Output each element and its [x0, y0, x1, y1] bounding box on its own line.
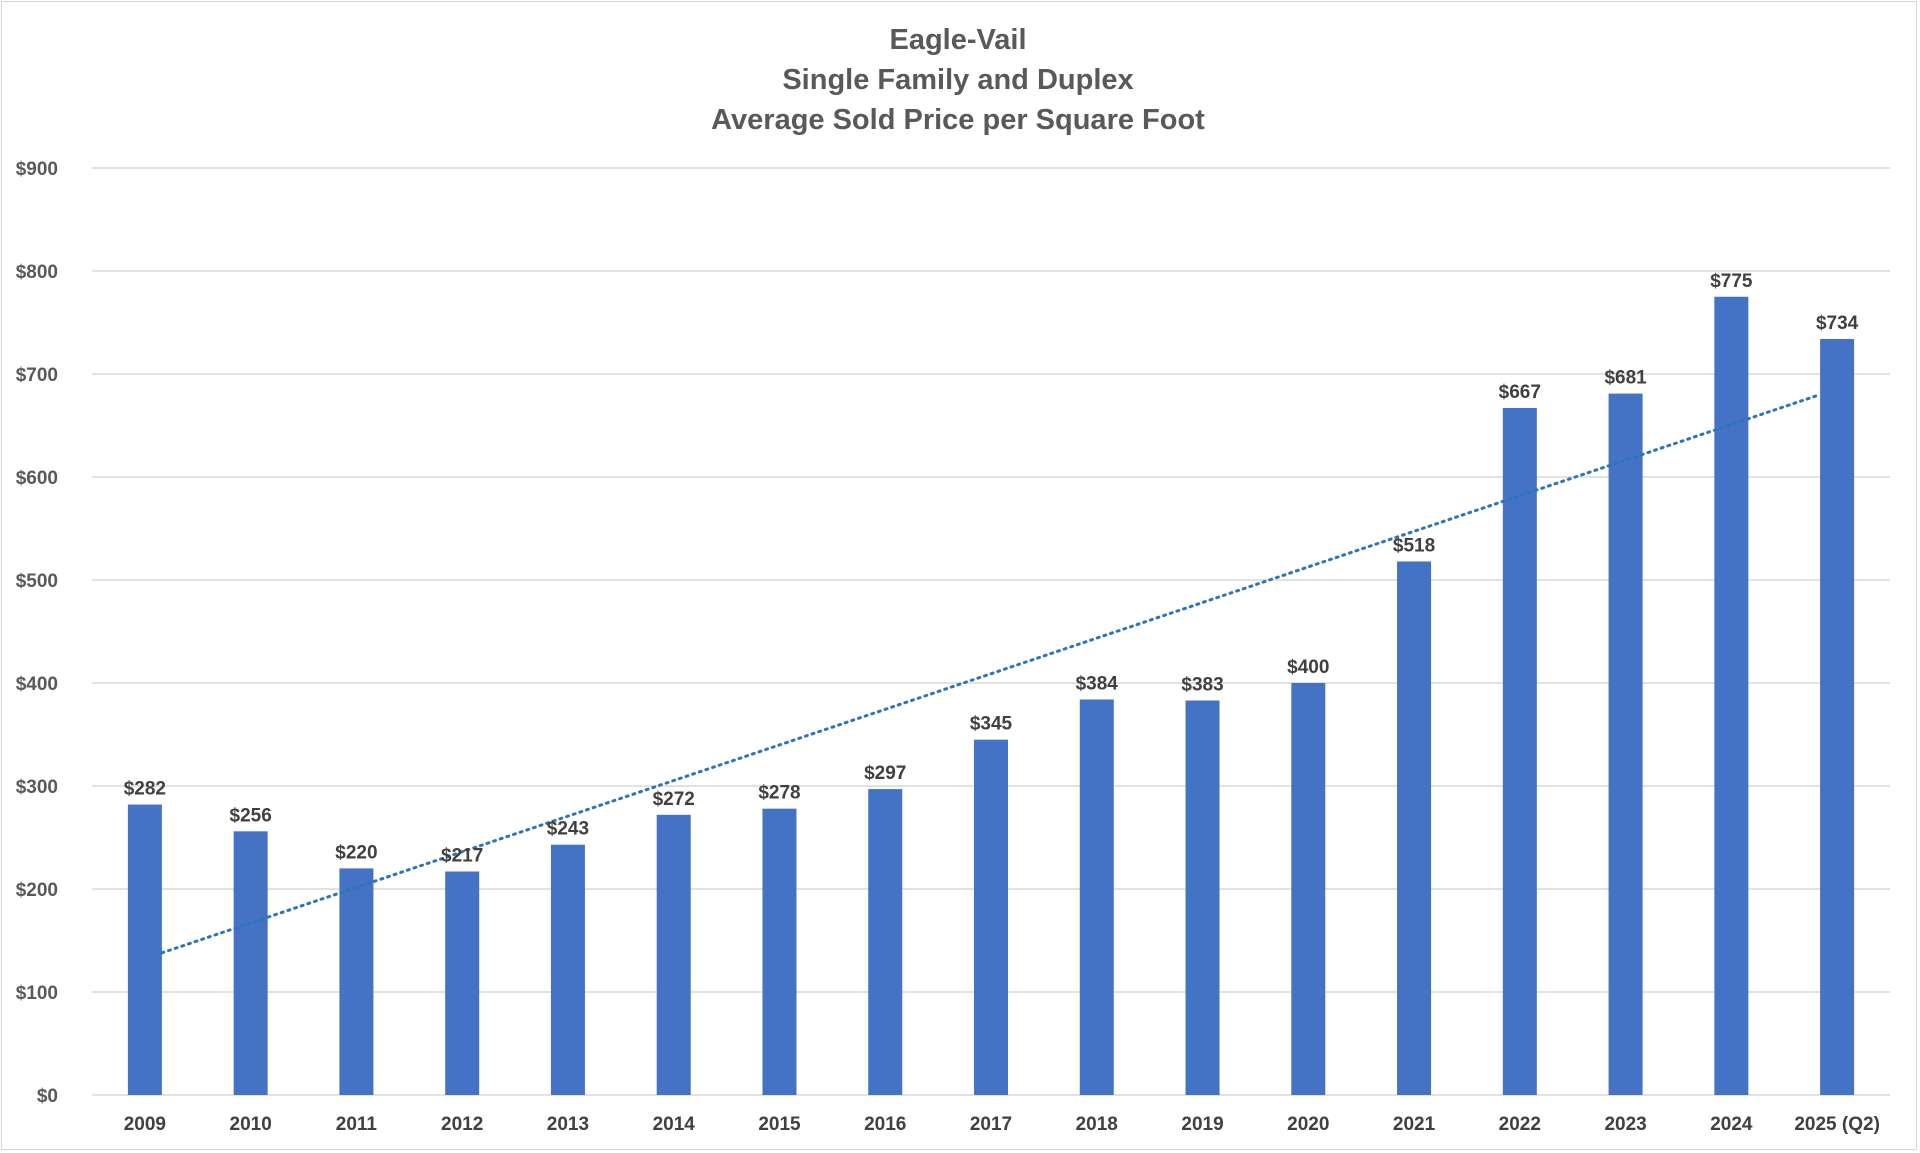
x-tick-label: 2012: [441, 1114, 483, 1135]
x-tick-label: 2015: [758, 1114, 801, 1135]
y-tick-label: $900: [16, 159, 58, 180]
x-tick-label: 2025 (Q2): [1794, 1114, 1880, 1135]
x-tick-label: 2023: [1604, 1114, 1646, 1135]
bar: [1079, 699, 1114, 1095]
bar: [868, 789, 903, 1095]
bars: [127, 296, 1855, 1096]
bar: [1397, 561, 1432, 1095]
x-tick-label: 2013: [547, 1114, 589, 1135]
x-tick-label: 2020: [1287, 1114, 1329, 1135]
data-label: $775: [1710, 271, 1753, 292]
bar: [1185, 700, 1220, 1095]
data-label: $345: [970, 714, 1013, 735]
trendline-layer: [160, 393, 1822, 955]
x-tick-label: 2022: [1499, 1114, 1541, 1135]
bar: [339, 868, 374, 1095]
chart-subtitle-1: Single Family and Duplex: [782, 64, 1134, 96]
bar: [656, 814, 691, 1095]
x-tick-label: 2017: [970, 1114, 1012, 1135]
bar: [550, 844, 585, 1095]
data-label: $384: [1076, 673, 1119, 694]
data-label: $278: [758, 783, 800, 804]
bar: [1820, 338, 1855, 1096]
x-tick-label: 2018: [1076, 1114, 1118, 1135]
data-label: $220: [335, 842, 377, 863]
y-tick-label: $500: [16, 571, 58, 592]
bar: [127, 804, 162, 1095]
x-tick-label: 2010: [230, 1114, 272, 1135]
y-tick-label: $0: [37, 1086, 58, 1107]
x-tick-label: 2009: [124, 1114, 166, 1135]
data-label: $681: [1604, 368, 1647, 389]
x-tick-label: 2016: [864, 1114, 906, 1135]
bar: [1291, 683, 1326, 1095]
data-label: $282: [124, 779, 166, 800]
y-tick-label: $600: [16, 468, 58, 489]
bar: [1608, 393, 1643, 1095]
x-tick-label: 2011: [336, 1114, 378, 1135]
x-tick-label: 2014: [653, 1114, 696, 1135]
trendline: [160, 393, 1822, 955]
bar: [1502, 407, 1537, 1095]
data-label: $217: [441, 845, 483, 866]
data-label: $400: [1287, 657, 1329, 678]
chart-subtitle-2: Average Sold Price per Square Foot: [711, 104, 1205, 136]
y-tick-label: $100: [16, 983, 58, 1004]
data-label: $256: [230, 805, 272, 826]
bar: [233, 831, 268, 1095]
bar: [445, 871, 480, 1095]
y-tick-label: $700: [16, 365, 58, 386]
x-tick-label: 2021: [1393, 1114, 1436, 1135]
y-tick-label: $200: [16, 880, 58, 901]
y-axis-ticks: $0 $100 $200 $300 $400 $500 $600 $700 $800 $900: [16, 159, 58, 1107]
x-axis-ticks: 2009 2010 2011 2012 2013 2014 2015 2016 2017 2018…: [124, 1114, 1880, 1135]
data-label: $734: [1816, 313, 1859, 334]
data-label: $667: [1499, 382, 1541, 403]
data-labels: $282 $256 $220 $217 $243 $272 $278 $297 $345 $384…: [124, 271, 1859, 867]
data-label: $243: [547, 819, 589, 840]
y-tick-label: $400: [16, 674, 58, 695]
bar: [1714, 296, 1749, 1095]
data-label: $272: [653, 789, 695, 810]
data-label: $383: [1181, 675, 1223, 696]
bar: [762, 808, 797, 1095]
data-label: $518: [1393, 535, 1435, 556]
bar: [974, 739, 1008, 1095]
y-tick-label: $300: [16, 777, 58, 798]
x-tick-label: 2019: [1181, 1114, 1223, 1135]
chart-title-block: Eagle-Vail Single Family and Duplex Aver…: [0, 20, 1916, 140]
x-tick-label: 2024: [1710, 1114, 1753, 1135]
chart-title: Eagle-Vail: [889, 24, 1027, 56]
data-label: $297: [864, 763, 906, 784]
y-tick-label: $800: [16, 262, 58, 283]
